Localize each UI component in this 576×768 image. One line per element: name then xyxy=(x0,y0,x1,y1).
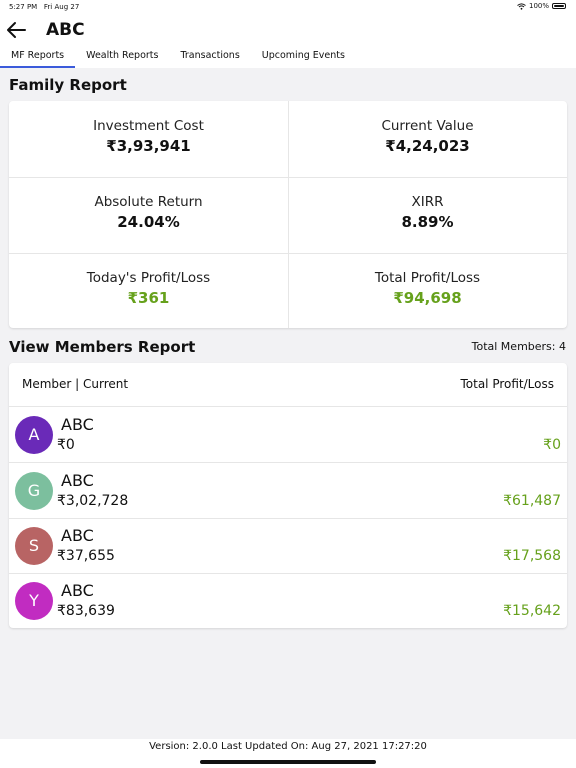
avatar: S xyxy=(15,527,53,565)
absolute-return-label: Absolute Return xyxy=(94,194,203,210)
member-profit-loss: ₹0 xyxy=(543,437,561,453)
current-value-label: Current Value xyxy=(381,118,474,134)
todays-profit-loss-cell: Today's Profit/Loss ₹361 xyxy=(9,253,288,329)
divider xyxy=(9,253,567,254)
tab-transactions[interactable]: Transactions xyxy=(180,50,240,61)
tab-upcoming-events[interactable]: Upcoming Events xyxy=(261,50,345,61)
member-name: ABC xyxy=(61,415,94,434)
back-button[interactable] xyxy=(4,18,30,42)
avatar: A xyxy=(15,416,53,454)
member-name: ABC xyxy=(61,581,94,600)
avatar: Y xyxy=(15,582,53,620)
member-profit-loss: ₹17,568 xyxy=(503,548,561,564)
family-report-card: Investment Cost ₹3,93,941 Current Value … xyxy=(9,101,567,328)
member-row[interactable]: S ABC ₹37,655 ₹17,568 xyxy=(9,518,567,574)
member-name: ABC xyxy=(61,526,94,545)
investment-cost-cell: Investment Cost ₹3,93,941 xyxy=(9,101,288,177)
members-table-header: Member | Current Total Profit/Loss xyxy=(9,363,567,407)
footer: Version: 2.0.0 Last Updated On: Aug 27, … xyxy=(0,739,576,768)
total-profit-loss-label: Total Profit/Loss xyxy=(374,270,481,286)
avatar: G xyxy=(15,472,53,510)
status-right: 100% xyxy=(517,2,566,10)
tab-wealth-reports[interactable]: Wealth Reports xyxy=(86,50,159,61)
member-name: ABC xyxy=(61,471,94,490)
tab-mf-reports[interactable]: MF Reports xyxy=(0,48,76,68)
wifi-icon xyxy=(517,2,526,10)
battery-percent: 100% xyxy=(528,2,549,10)
absolute-return-value: 24.04% xyxy=(117,213,180,231)
todays-profit-loss-label: Today's Profit/Loss xyxy=(86,270,211,286)
arrow-left-icon xyxy=(7,22,26,38)
version-info: Version: 2.0.0 Last Updated On: Aug 27, … xyxy=(149,741,427,752)
member-current-value: ₹3,02,728 xyxy=(57,493,129,509)
member-row[interactable]: G ABC ₹3,02,728 ₹61,487 xyxy=(9,463,567,519)
investment-cost-label: Investment Cost xyxy=(93,118,204,134)
current-value-value: ₹4,24,023 xyxy=(385,137,470,155)
xirr-label: XIRR xyxy=(411,194,444,210)
member-row[interactable]: Y ABC ₹83,639 ₹15,642 xyxy=(9,573,567,628)
total-profit-loss-header: Total Profit/Loss xyxy=(460,377,554,391)
page-title: ABC xyxy=(46,20,85,40)
family-report-title: Family Report xyxy=(9,76,127,94)
member-current-value: ₹0 xyxy=(57,437,75,453)
total-profit-loss-cell: Total Profit/Loss ₹94,698 xyxy=(288,253,567,329)
member-row[interactable]: A ABC ₹0 ₹0 xyxy=(9,407,567,463)
xirr-value: 8.89% xyxy=(401,213,454,231)
total-profit-loss-value: ₹94,698 xyxy=(393,289,462,307)
tab-bar: MF Reports Wealth Reports Transactions U… xyxy=(0,48,356,68)
todays-profit-loss-value: ₹361 xyxy=(127,289,170,307)
total-members-count: Total Members: 4 xyxy=(471,340,566,353)
status-bar: 5:27 PM Fri Aug 27 100% xyxy=(0,0,576,14)
member-current-value: ₹37,655 xyxy=(57,548,115,564)
members-report-card: Member | Current Total Profit/Loss A ABC… xyxy=(9,363,567,628)
home-indicator[interactable] xyxy=(200,760,376,764)
member-current-header: Member | Current xyxy=(22,377,129,391)
member-profit-loss: ₹15,642 xyxy=(503,603,561,619)
investment-cost-value: ₹3,93,941 xyxy=(106,137,191,155)
battery-icon xyxy=(552,3,566,9)
member-current-value: ₹83,639 xyxy=(57,603,115,619)
absolute-return-cell: Absolute Return 24.04% xyxy=(9,177,288,253)
xirr-cell: XIRR 8.89% xyxy=(288,177,567,253)
divider xyxy=(288,101,289,328)
members-report-title: View Members Report xyxy=(9,338,196,356)
status-time: 5:27 PM Fri Aug 27 xyxy=(9,3,80,11)
member-profit-loss: ₹61,487 xyxy=(503,493,561,509)
app-header: ABC MF Reports Wealth Reports Transactio… xyxy=(0,14,576,68)
current-value-cell: Current Value ₹4,24,023 xyxy=(288,101,567,177)
divider xyxy=(9,177,567,178)
